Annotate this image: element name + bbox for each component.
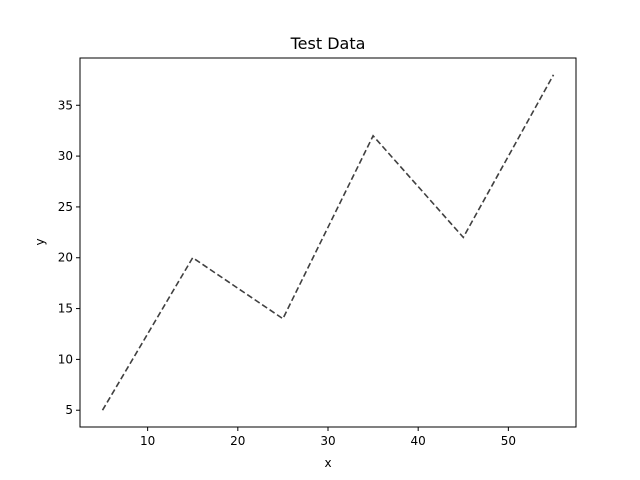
chart-title: Test Data [290,34,366,53]
x-tick-label: 50 [501,434,516,448]
y-tick-label: 30 [58,149,73,163]
x-axis-label: x [324,456,331,470]
y-tick-label: 25 [58,200,73,214]
y-tick-label: 15 [58,302,73,316]
x-tick-label: 20 [230,434,245,448]
y-tick-label: 35 [58,98,73,112]
x-tick-label: 30 [320,434,335,448]
series-line [101,74,555,411]
y-axis-label: y [33,238,47,245]
plot-area [101,74,555,411]
y-axis: 5 10 15 20 25 30 35 [58,98,80,417]
y-tick-label: 20 [58,251,73,265]
x-tick-label: 10 [140,434,155,448]
y-tick-label: 10 [58,352,73,366]
x-tick-label: 40 [411,434,426,448]
y-tick-label: 5 [65,403,73,417]
x-axis: 10 20 30 40 50 [140,427,516,448]
